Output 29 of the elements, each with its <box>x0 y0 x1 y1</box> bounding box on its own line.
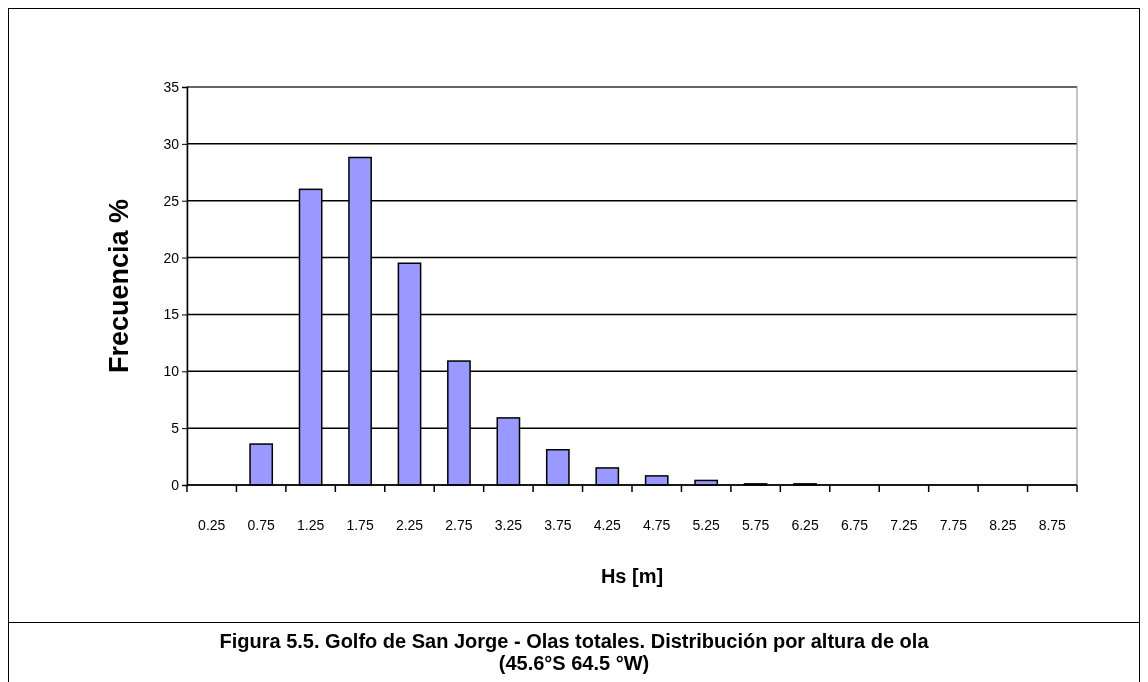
text: Figura 5.5. Golfo de San Jorge - Olas totales. Distribución por altura de ola (45.6°S 64.5 °W) <box>219 630 930 674</box>
y-tick-label: 5 <box>171 420 180 437</box>
x-tick-label: 2.25 <box>395 517 424 533</box>
y-tick-label: 15 <box>163 306 180 323</box>
x-axis-title: Hs [m] <box>600 565 664 587</box>
x-tick-label: 1.25 <box>296 517 325 533</box>
x-tick-label: 8.75 <box>1038 517 1067 533</box>
y-tick-label: 10 <box>163 363 180 380</box>
y-axis-title: Frecuencia % <box>104 198 134 374</box>
y-tick-label: 30 <box>163 135 180 152</box>
y-tick-label: 0 <box>171 476 180 493</box>
x-tick-label: 3.25 <box>494 517 523 533</box>
x-tick-label: 6.25 <box>791 517 819 533</box>
x-tick-label: 4.75 <box>643 517 671 533</box>
x-tick-label: 5.25 <box>692 517 720 533</box>
x-tick-label: 3.75 <box>544 517 572 533</box>
x-tick-label: 7.75 <box>939 517 968 533</box>
y-tick-label: 20 <box>163 249 180 266</box>
x-tick-label: 4.25 <box>593 517 622 533</box>
x-tick-label: 0.75 <box>247 517 275 533</box>
x-tick-label: 7.25 <box>890 517 918 533</box>
x-tick-label: 0.25 <box>198 517 226 533</box>
x-tick-label: 8.25 <box>989 517 1017 533</box>
x-tick-label: 2.75 <box>445 517 473 533</box>
y-tick-label: 25 <box>163 192 180 209</box>
x-tick-label: 6.75 <box>840 517 869 533</box>
x-tick-label: 5.75 <box>741 517 770 533</box>
x-tick-label: 1.75 <box>346 517 374 533</box>
y-tick-label: 35 <box>163 78 180 95</box>
